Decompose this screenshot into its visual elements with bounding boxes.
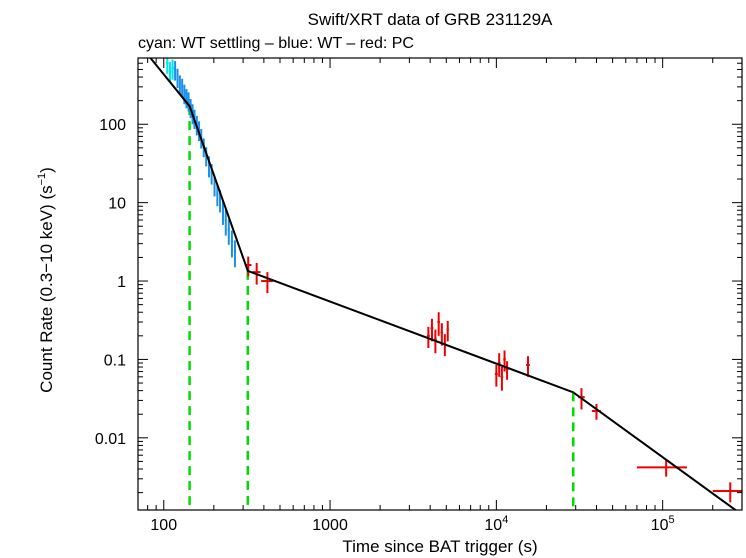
data-point-red bbox=[712, 482, 742, 503]
data-layer bbox=[149, 58, 742, 510]
data-point-red bbox=[503, 350, 506, 372]
data-point-red bbox=[526, 356, 530, 377]
data-point-red bbox=[494, 364, 498, 387]
data-point-red bbox=[437, 312, 440, 336]
data-point-blue bbox=[233, 240, 237, 268]
plot-frame bbox=[137, 57, 743, 511]
model-fit-line bbox=[149, 58, 738, 510]
x-tick-label: 105 bbox=[651, 514, 675, 534]
x-tick-label-base: 1000 bbox=[312, 517, 348, 534]
data-point-blue bbox=[221, 200, 224, 225]
y-axis-label-main: Count Rate (0.3−10 keV) (s bbox=[37, 185, 56, 392]
data-point-blue bbox=[185, 89, 188, 109]
data-point-blue bbox=[181, 78, 184, 98]
x-tick-label-exponent: 5 bbox=[668, 514, 674, 526]
data-point-red bbox=[446, 320, 449, 342]
y-axis-label-sup: −1 bbox=[36, 173, 48, 186]
y-tick-label: 0.1 bbox=[104, 352, 126, 369]
y-tick-label: 1 bbox=[117, 274, 126, 291]
x-tick-label: 100 bbox=[150, 517, 177, 534]
y-tick-label: 10 bbox=[108, 196, 126, 213]
data-point-blue bbox=[224, 209, 227, 236]
x-tick-label: 104 bbox=[484, 514, 508, 534]
data-point-blue bbox=[176, 68, 179, 89]
y-tick-label: 0.01 bbox=[95, 431, 126, 448]
y-tick-label: 100 bbox=[99, 117, 126, 134]
data-point-blue bbox=[178, 75, 181, 95]
x-tick-label-base: 10 bbox=[484, 517, 502, 534]
data-point-blue bbox=[187, 92, 190, 112]
y-axis-label-end: ) bbox=[37, 167, 56, 173]
y-axis-label: Count Rate (0.3−10 keV) (s−1) bbox=[36, 167, 56, 393]
data-point-blue bbox=[227, 219, 230, 245]
data-point-red bbox=[505, 361, 509, 380]
data-point-red bbox=[636, 460, 687, 477]
data-point-red bbox=[261, 272, 274, 294]
data-point-cyan bbox=[165, 58, 169, 74]
chart-title: Swift/XRT data of GRB 231129A bbox=[308, 10, 553, 29]
x-tick-label: 1000 bbox=[312, 517, 348, 534]
data-point-blue bbox=[230, 230, 234, 258]
data-point-blue bbox=[174, 61, 177, 81]
data-point-cyan bbox=[168, 62, 172, 83]
data-point-cyan bbox=[171, 59, 174, 80]
data-point-red bbox=[430, 318, 434, 342]
data-point-blue bbox=[216, 184, 219, 207]
data-point-red bbox=[440, 323, 444, 346]
x-tick-label-base: 10 bbox=[651, 517, 669, 534]
data-point-red bbox=[500, 367, 504, 391]
x-tick-label-exponent: 4 bbox=[502, 514, 508, 526]
x-axis-label: Time since BAT trigger (s) bbox=[342, 537, 537, 556]
x-tick-label-base: 100 bbox=[150, 517, 177, 534]
series-cyan bbox=[165, 58, 174, 83]
chart-subtitle: cyan: WT settling – blue: WT – red: PC bbox=[138, 35, 414, 52]
series-blue bbox=[174, 61, 237, 268]
series-red bbox=[244, 256, 742, 503]
